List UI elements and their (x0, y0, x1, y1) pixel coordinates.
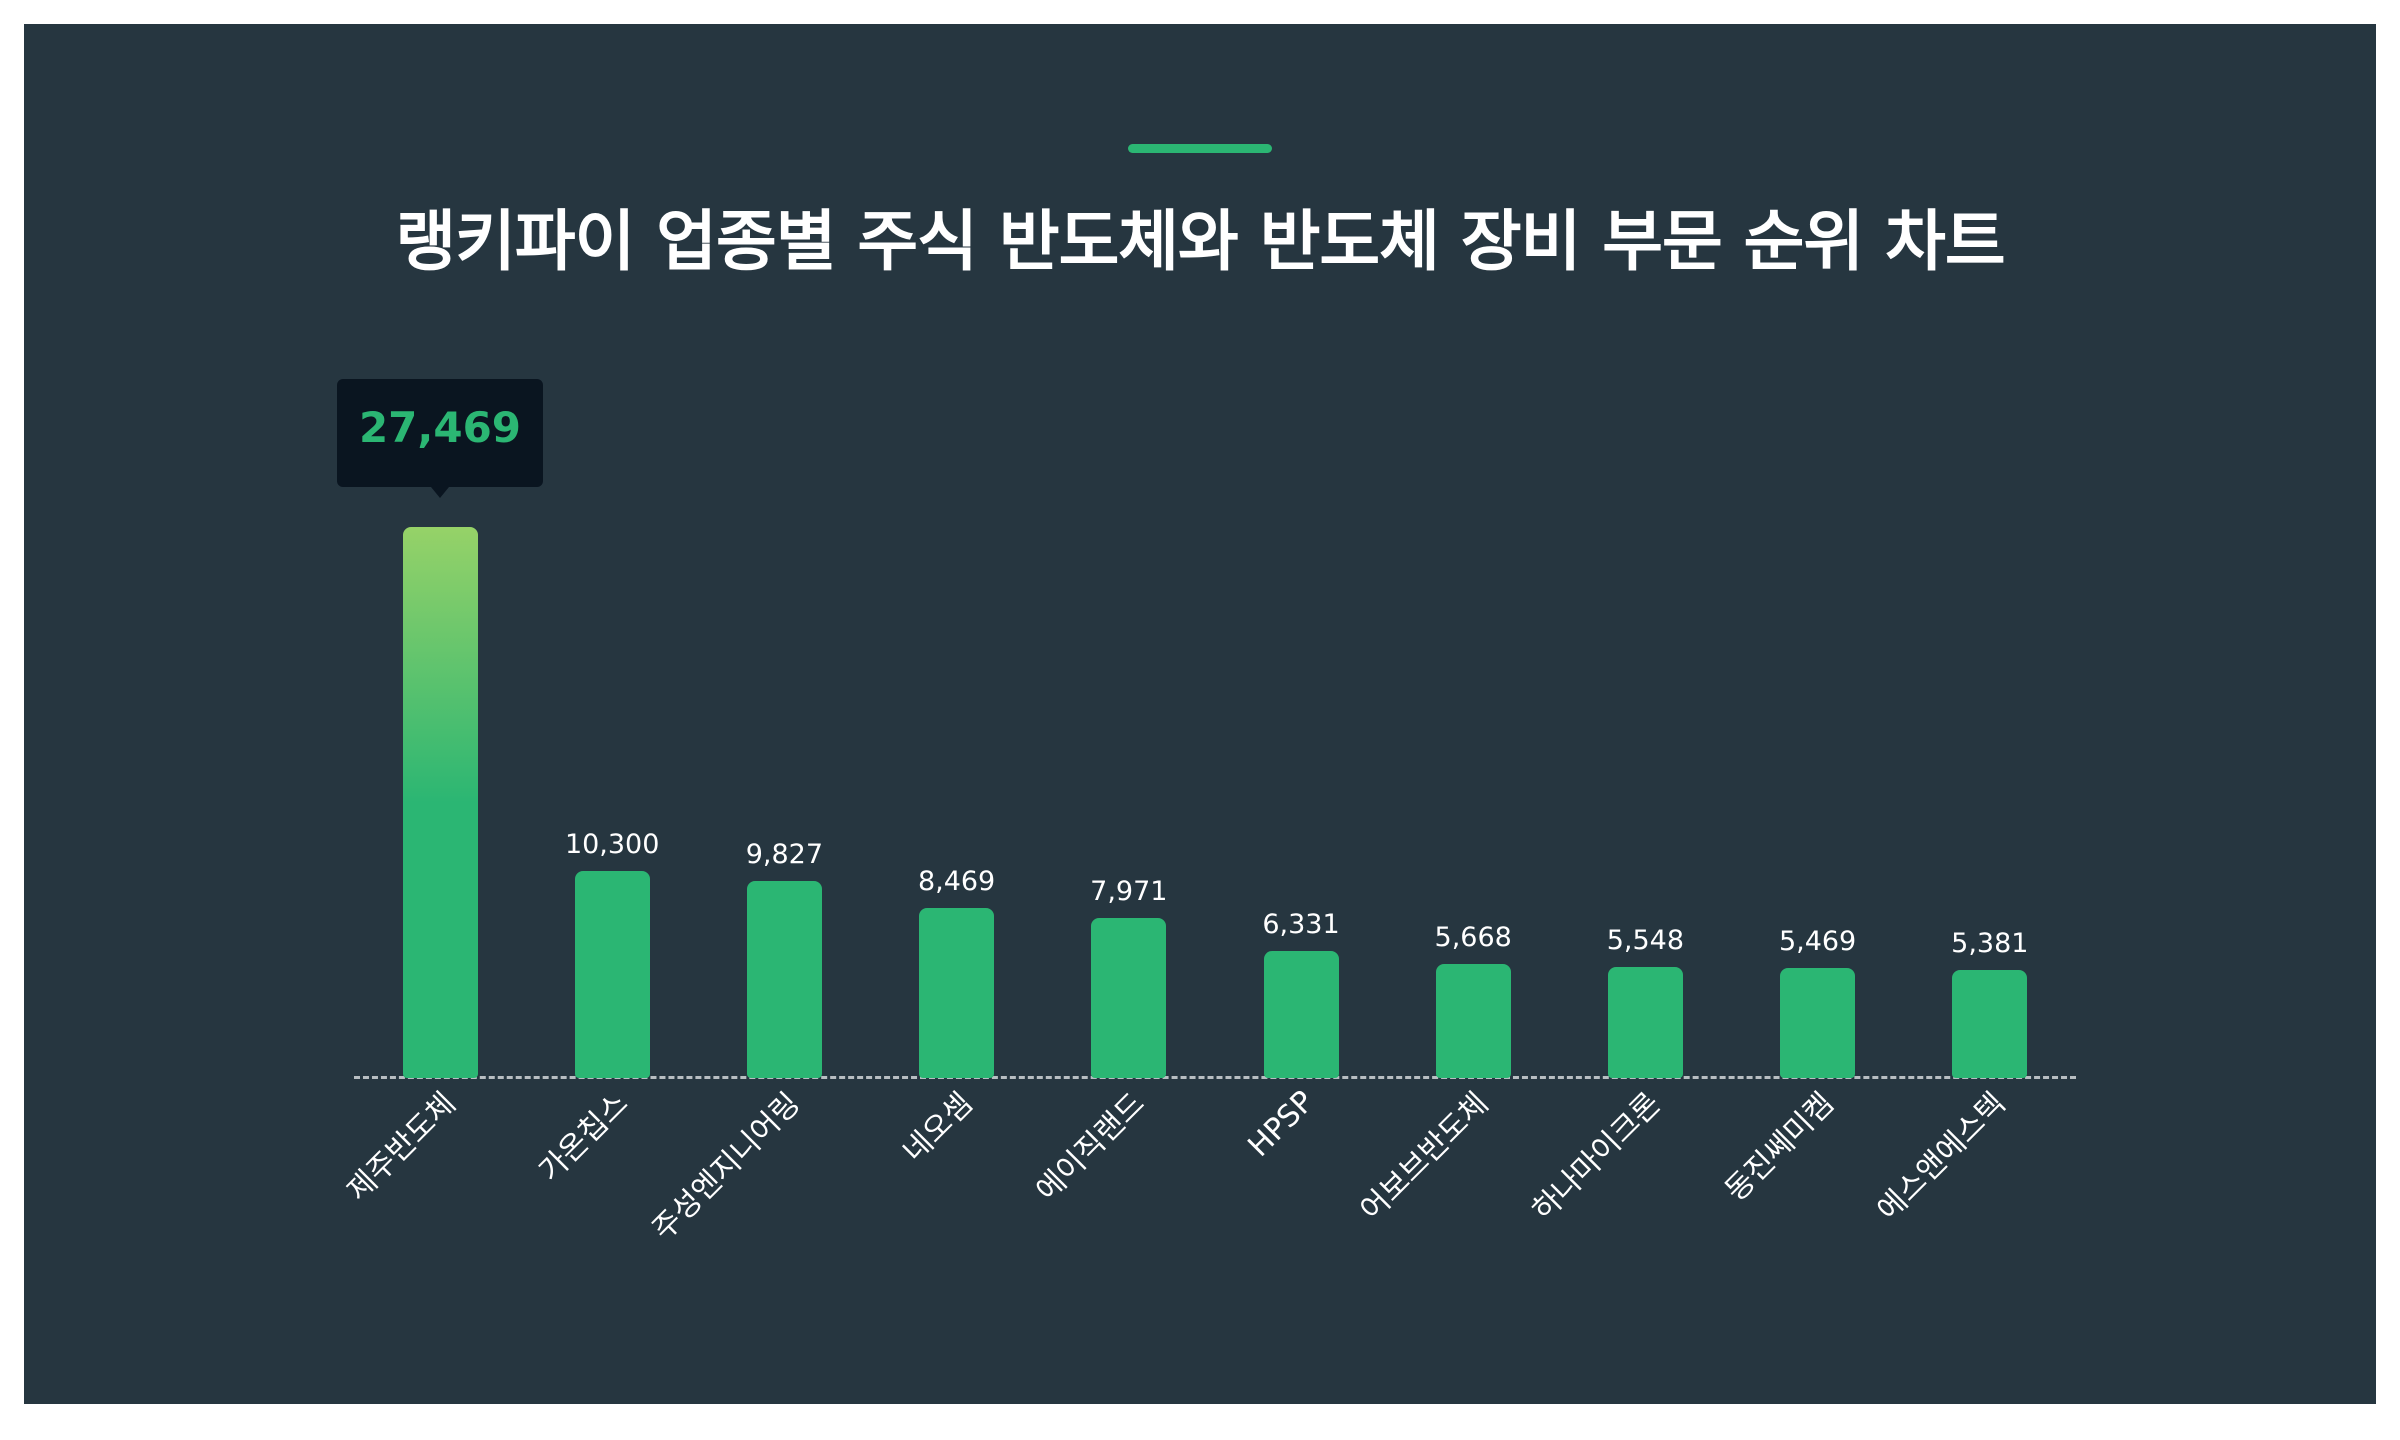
bar-7[interactable] (1435, 964, 1511, 1078)
x-axis-label: 가온칩스 (532, 1086, 636, 1189)
x-axis-label: 제주반도체 (340, 1086, 463, 1209)
title-accent-line (1128, 144, 1272, 153)
bar-2[interactable] (574, 871, 650, 1078)
x-axis-label: HPSP (1241, 1083, 1322, 1164)
tooltip-value: 27,469 (358, 403, 522, 452)
tooltip-pointer (431, 487, 449, 498)
x-axis-label: 네오셈 (895, 1086, 980, 1170)
bar-9[interactable] (1780, 968, 1856, 1078)
bar-6[interactable] (1263, 951, 1339, 1078)
bar-value-label: 8,469 (917, 866, 996, 897)
bar-4[interactable] (919, 908, 995, 1078)
x-axis-label: 에스앤에스텍 (1870, 1086, 2013, 1228)
x-axis-baseline (354, 1076, 2076, 1079)
bar-5[interactable] (1091, 918, 1167, 1078)
bar-value-label: 9,827 (745, 839, 824, 870)
bar-value-label: 5,668 (1434, 922, 1512, 953)
bar-value-label: 5,548 (1606, 925, 1685, 956)
bar-value-label: 5,381 (1951, 928, 2029, 959)
x-axis-label: 주성엔지니어링 (646, 1086, 808, 1248)
x-axis-label: 하나마이크론 (1525, 1086, 1668, 1228)
x-axis-label: 어보브반도체 (1353, 1086, 1496, 1228)
bar-value-label: 7,971 (1090, 876, 1168, 907)
bar-10[interactable] (1952, 970, 2028, 1078)
bar-value-label: 10,300 (564, 829, 660, 860)
bar-value-label: 6,331 (1262, 909, 1340, 940)
bar-8[interactable] (1607, 967, 1683, 1078)
chart-title: 랭키파이 업종별 주식 반도체와 반도체 장비 부문 순위 차트 (395, 203, 2005, 280)
bar-3[interactable] (746, 881, 822, 1078)
value-tooltip: 27,469 (337, 379, 543, 498)
x-axis-label: 동진쎄미켐 (1718, 1086, 1841, 1209)
bar-1[interactable] (402, 527, 478, 1078)
bar-value-label: 5,469 (1778, 926, 1857, 957)
x-axis-label: 에이직랜드 (1029, 1086, 1152, 1209)
